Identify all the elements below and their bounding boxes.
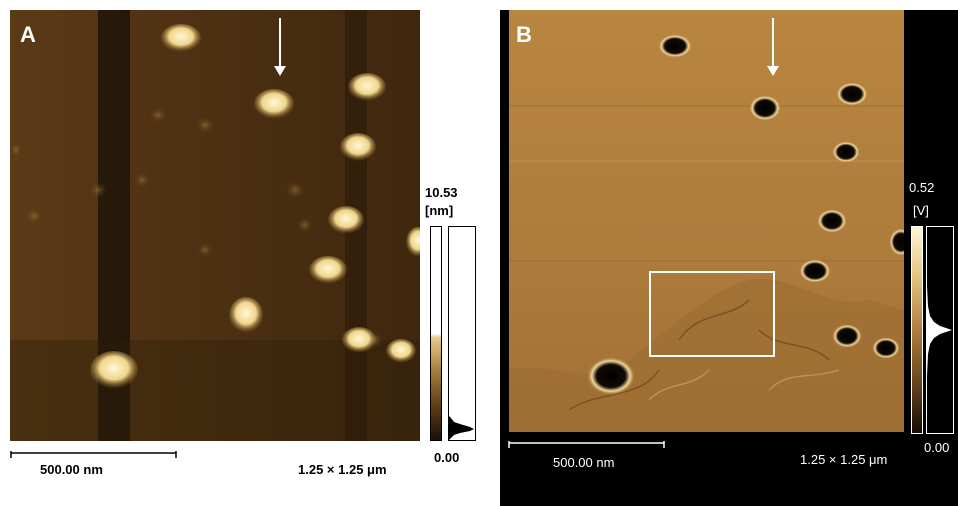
panel-b-histogram <box>926 226 954 434</box>
panel-a-label: A <box>20 22 36 47</box>
panel-b-colorbar-min: 0.00 <box>924 440 950 455</box>
panel-b-label: B <box>516 22 532 47</box>
panel-b-colorbar <box>911 226 923 434</box>
panel-a-colorbar <box>430 226 442 441</box>
region-of-interest-box <box>649 271 775 357</box>
panel-a-histogram <box>448 226 476 441</box>
panel-a-scan-size: 1.25 × 1.25 μm <box>298 462 387 477</box>
panel-b-scale-bar <box>508 441 665 448</box>
panel-b-scan-size: 1.25 × 1.25 μm <box>800 452 888 467</box>
panel-a-colorbar-min: 0.00 <box>434 450 460 465</box>
panel-a-scale-bar <box>10 451 177 458</box>
panel-b-scale-bar-label: 500.00 nm <box>553 455 615 470</box>
panel-b-colorbar-unit: [V] <box>913 203 929 218</box>
afm-potential-image <box>509 10 904 432</box>
panel-a-scale-bar-label: 500.00 nm <box>40 462 103 477</box>
panel-a-colorbar-unit: [nm] <box>425 203 454 218</box>
afm-height-image <box>10 10 420 441</box>
panel-a-colorbar-max: 10.53 <box>425 185 458 200</box>
height-map <box>10 10 420 441</box>
panel-b-colorbar-max: 0.52 <box>909 180 935 195</box>
potential-map <box>509 10 904 432</box>
